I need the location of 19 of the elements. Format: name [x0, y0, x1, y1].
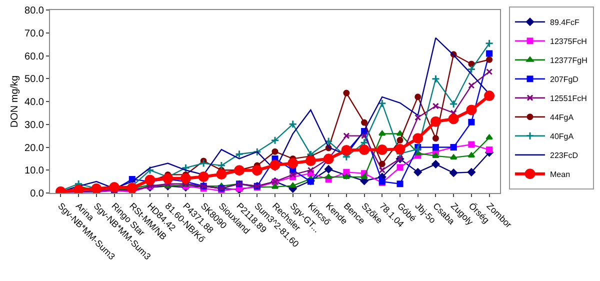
legend-label: 40FgA — [550, 132, 574, 141]
y-tick-label: 30.0 — [24, 120, 44, 131]
y-axis-title: DON mg/kg — [10, 75, 21, 128]
y-tick-label: 70.0 — [24, 28, 44, 40]
legend-label: 12377FgH — [550, 56, 588, 65]
legend-label: 207FgD — [550, 74, 579, 84]
legend-label: 89.4FcF — [550, 18, 580, 27]
legend-label: 44FgA — [550, 112, 574, 122]
y-tick-label: 10.0 — [24, 166, 44, 177]
y-tick-label: 50.0 — [24, 74, 44, 86]
y-tick-label: 80.0 — [24, 6, 44, 16]
legend-label: Mean — [550, 170, 570, 179]
y-tick-label: 20.0 — [24, 142, 44, 154]
legend-label: 223FcD — [550, 150, 578, 160]
y-tick-label: 0.0 — [30, 188, 44, 200]
y-tick-label: 60.0 — [24, 51, 44, 62]
legend-label: 12375FcH — [550, 36, 588, 46]
y-tick-label: 40.0 — [24, 97, 44, 108]
legend-label: 12551FcH — [550, 94, 588, 103]
